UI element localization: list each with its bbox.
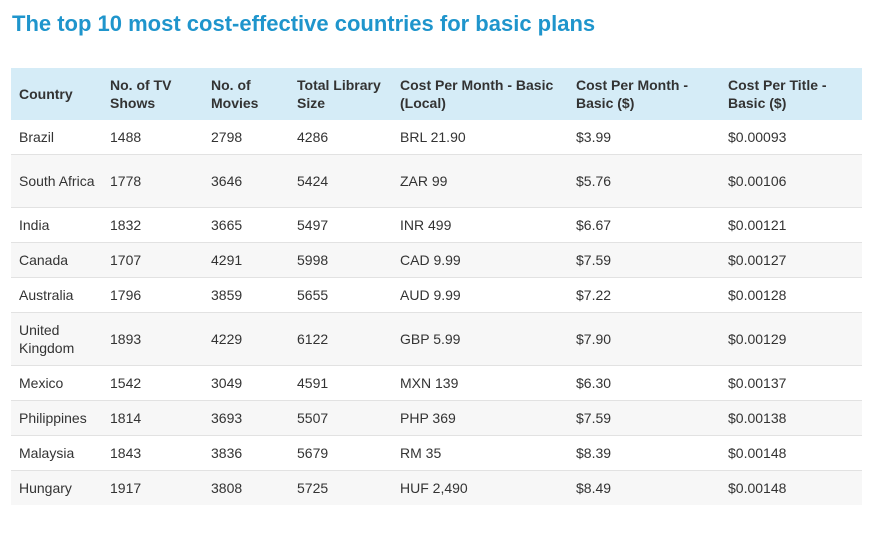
cell-movies: 4229 xyxy=(203,312,289,366)
cell-library-size: 5725 xyxy=(289,470,392,505)
cell-cost-usd: $6.30 xyxy=(568,365,720,401)
cell-cost-local: RM 35 xyxy=(392,435,568,471)
cell-movies: 3646 xyxy=(203,154,289,208)
table-row: Australia 1796 3859 5655 AUD 9.99 $7.22 … xyxy=(11,277,862,313)
cell-library-size: 5655 xyxy=(289,277,392,313)
table-header-row: Country No. of TV Shows No. of Movies To… xyxy=(11,68,862,120)
cell-country: Hungary xyxy=(11,470,102,505)
cell-tv-shows: 1843 xyxy=(102,435,203,471)
cell-cost-usd: $7.22 xyxy=(568,277,720,313)
cell-library-size: 5998 xyxy=(289,242,392,278)
table-row: Brazil 1488 2798 4286 BRL 21.90 $3.99 $0… xyxy=(11,120,862,155)
cell-tv-shows: 1488 xyxy=(102,120,203,155)
cell-cost-per-title: $0.00148 xyxy=(720,470,862,505)
table-row: South Africa 1778 3646 5424 ZAR 99 $5.76… xyxy=(11,154,862,208)
cell-country: Malaysia xyxy=(11,435,102,471)
table-row: Canada 1707 4291 5998 CAD 9.99 $7.59 $0.… xyxy=(11,242,862,278)
cell-cost-usd: $3.99 xyxy=(568,120,720,155)
cell-country: United Kingdom xyxy=(11,312,102,366)
cell-library-size: 5679 xyxy=(289,435,392,471)
cell-movies: 3693 xyxy=(203,400,289,436)
cell-cost-usd: $7.59 xyxy=(568,400,720,436)
cell-cost-per-title: $0.00148 xyxy=(720,435,862,471)
cell-country: Australia xyxy=(11,277,102,313)
table-row: Hungary 1917 3808 5725 HUF 2,490 $8.49 $… xyxy=(11,470,862,505)
cell-tv-shows: 1814 xyxy=(102,400,203,436)
table-row: Malaysia 1843 3836 5679 RM 35 $8.39 $0.0… xyxy=(11,435,862,471)
cell-library-size: 4286 xyxy=(289,120,392,155)
cell-cost-usd: $7.59 xyxy=(568,242,720,278)
cell-cost-local: ZAR 99 xyxy=(392,154,568,208)
cell-country: Canada xyxy=(11,242,102,278)
cell-cost-local: GBP 5.99 xyxy=(392,312,568,366)
cell-cost-local: PHP 369 xyxy=(392,400,568,436)
cell-movies: 2798 xyxy=(203,120,289,155)
cell-cost-usd: $8.49 xyxy=(568,470,720,505)
cell-country: Mexico xyxy=(11,365,102,401)
cell-country: South Africa xyxy=(11,154,102,208)
cell-cost-per-title: $0.00093 xyxy=(720,120,862,155)
cell-country: India xyxy=(11,207,102,243)
cell-tv-shows: 1893 xyxy=(102,312,203,366)
header-cost-per-title: Cost Per Title - Basic ($) xyxy=(720,68,862,120)
cell-cost-local: INR 499 xyxy=(392,207,568,243)
cell-cost-local: AUD 9.99 xyxy=(392,277,568,313)
cell-library-size: 5507 xyxy=(289,400,392,436)
cell-cost-per-title: $0.00128 xyxy=(720,277,862,313)
table-row: United Kingdom 1893 4229 6122 GBP 5.99 $… xyxy=(11,312,862,366)
cell-cost-local: HUF 2,490 xyxy=(392,470,568,505)
header-library-size: Total Library Size xyxy=(289,68,392,120)
header-country: Country xyxy=(11,68,102,120)
cell-tv-shows: 1542 xyxy=(102,365,203,401)
cell-cost-per-title: $0.00129 xyxy=(720,312,862,366)
header-cost-local: Cost Per Month - Basic (Local) xyxy=(392,68,568,120)
cell-cost-per-title: $0.00138 xyxy=(720,400,862,436)
cell-movies: 3859 xyxy=(203,277,289,313)
cell-country: Brazil xyxy=(11,120,102,155)
cell-library-size: 6122 xyxy=(289,312,392,366)
table-row: Mexico 1542 3049 4591 MXN 139 $6.30 $0.0… xyxy=(11,365,862,401)
cell-library-size: 5497 xyxy=(289,207,392,243)
cost-effectiveness-table: Country No. of TV Shows No. of Movies To… xyxy=(11,68,862,505)
page-title: The top 10 most cost-effective countries… xyxy=(12,11,596,36)
cell-cost-local: CAD 9.99 xyxy=(392,242,568,278)
table-row: Philippines 1814 3693 5507 PHP 369 $7.59… xyxy=(11,400,862,436)
cell-library-size: 5424 xyxy=(289,154,392,208)
cell-cost-usd: $6.67 xyxy=(568,207,720,243)
cell-movies: 3808 xyxy=(203,470,289,505)
cell-cost-per-title: $0.00137 xyxy=(720,365,862,401)
cell-cost-local: BRL 21.90 xyxy=(392,120,568,155)
table-row: India 1832 3665 5497 INR 499 $6.67 $0.00… xyxy=(11,207,862,243)
header-cost-usd: Cost Per Month - Basic ($) xyxy=(568,68,720,120)
cell-tv-shows: 1796 xyxy=(102,277,203,313)
cell-tv-shows: 1778 xyxy=(102,154,203,208)
cell-library-size: 4591 xyxy=(289,365,392,401)
cell-cost-usd: $8.39 xyxy=(568,435,720,471)
cell-movies: 3049 xyxy=(203,365,289,401)
cell-cost-local: MXN 139 xyxy=(392,365,568,401)
cell-movies: 3665 xyxy=(203,207,289,243)
cell-cost-usd: $5.76 xyxy=(568,154,720,208)
cell-tv-shows: 1917 xyxy=(102,470,203,505)
cell-movies: 4291 xyxy=(203,242,289,278)
header-tv-shows: No. of TV Shows xyxy=(102,68,203,120)
cell-cost-per-title: $0.00127 xyxy=(720,242,862,278)
cell-movies: 3836 xyxy=(203,435,289,471)
cell-cost-usd: $7.90 xyxy=(568,312,720,366)
cell-country: Philippines xyxy=(11,400,102,436)
header-movies: No. of Movies xyxy=(203,68,289,120)
cell-cost-per-title: $0.00106 xyxy=(720,154,862,208)
cell-cost-per-title: $0.00121 xyxy=(720,207,862,243)
cell-tv-shows: 1707 xyxy=(102,242,203,278)
cell-tv-shows: 1832 xyxy=(102,207,203,243)
